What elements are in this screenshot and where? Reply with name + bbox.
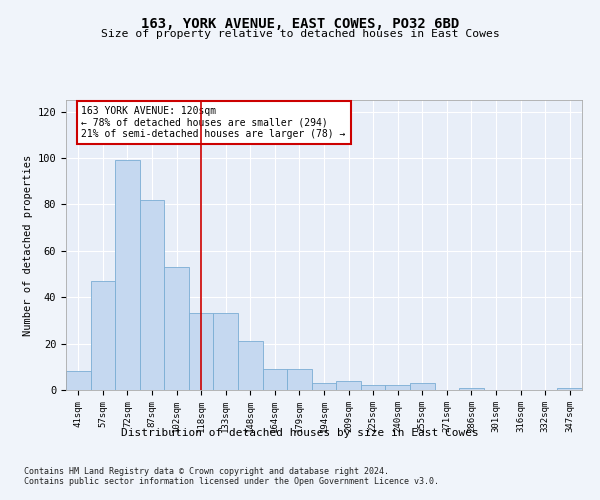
Bar	[385, 386, 410, 390]
Bar	[410, 383, 434, 390]
Bar	[189, 314, 214, 390]
Text: Size of property relative to detached houses in East Cowes: Size of property relative to detached ho…	[101, 29, 499, 39]
Bar	[361, 386, 385, 390]
Bar	[557, 388, 582, 390]
Text: Distribution of detached houses by size in East Cowes: Distribution of detached houses by size …	[121, 428, 479, 438]
Text: 163 YORK AVENUE: 120sqm
← 78% of detached houses are smaller (294)
21% of semi-d: 163 YORK AVENUE: 120sqm ← 78% of detache…	[82, 106, 346, 139]
Y-axis label: Number of detached properties: Number of detached properties	[23, 154, 34, 336]
Bar	[263, 369, 287, 390]
Text: Contains public sector information licensed under the Open Government Licence v3: Contains public sector information licen…	[24, 477, 439, 486]
Bar	[164, 267, 189, 390]
Bar	[115, 160, 140, 390]
Bar	[336, 380, 361, 390]
Text: 163, YORK AVENUE, EAST COWES, PO32 6BD: 163, YORK AVENUE, EAST COWES, PO32 6BD	[141, 18, 459, 32]
Bar	[66, 372, 91, 390]
Bar	[287, 369, 312, 390]
Bar	[214, 314, 238, 390]
Bar	[238, 342, 263, 390]
Bar	[91, 281, 115, 390]
Bar	[459, 388, 484, 390]
Text: Contains HM Land Registry data © Crown copyright and database right 2024.: Contains HM Land Registry data © Crown c…	[24, 467, 389, 476]
Bar	[312, 383, 336, 390]
Bar	[140, 200, 164, 390]
